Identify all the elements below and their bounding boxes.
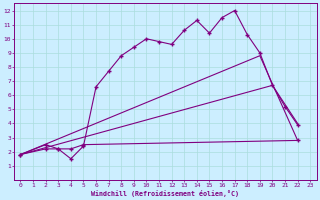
X-axis label: Windchill (Refroidissement éolien,°C): Windchill (Refroidissement éolien,°C) bbox=[91, 190, 239, 197]
